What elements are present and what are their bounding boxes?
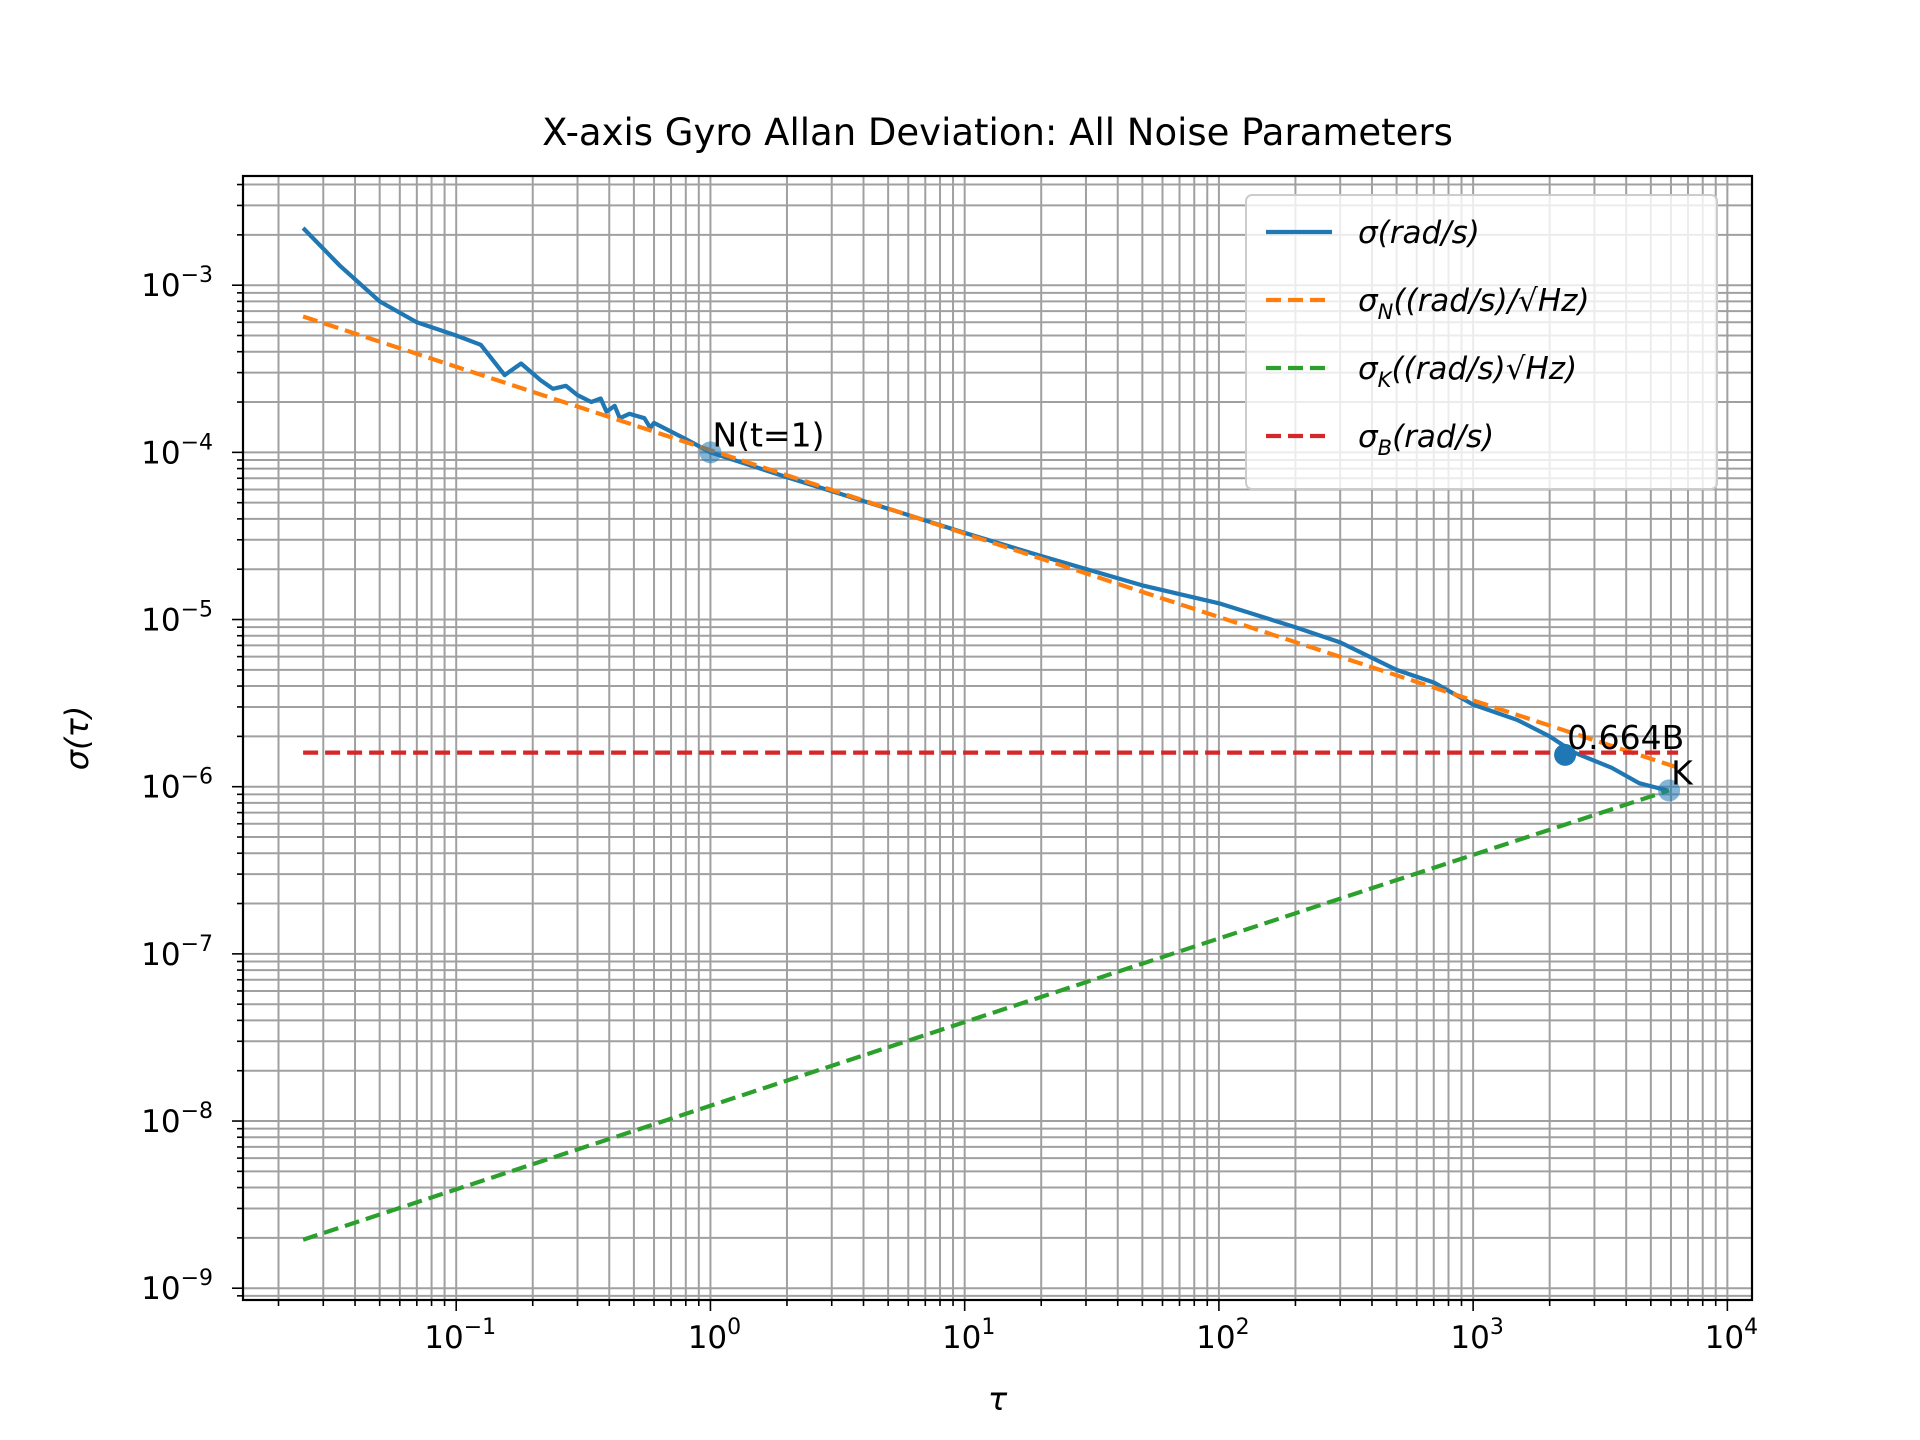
annotation-label: N(t=1) xyxy=(712,415,824,454)
y-tick-label: 10−4 xyxy=(141,430,213,471)
legend-entry: σK((rad/s)√Hz) xyxy=(1358,351,1577,392)
x-tick-label: 101 xyxy=(942,1315,995,1356)
x-axis-label: τ xyxy=(988,1380,1008,1418)
legend-entry: σN((rad/s)/√Hz) xyxy=(1358,283,1590,324)
series-lines xyxy=(301,226,1679,1242)
x-tick-label: 104 xyxy=(1705,1315,1758,1356)
series-line-3 xyxy=(302,788,1670,1242)
annotation-label: 0.664B xyxy=(1567,718,1684,757)
y-tick-label: 10−3 xyxy=(141,263,213,304)
legend: σ(rad/s) σN((rad/s)/√Hz) σK((rad/s)√Hz) σB(… xyxy=(1245,194,1718,490)
x-tick-label: 100 xyxy=(688,1315,741,1356)
axis-ticks xyxy=(232,183,1729,1311)
chart-title: X-axis Gyro Allan Deviation: All Noise P… xyxy=(542,111,1453,154)
legend-box xyxy=(1245,194,1718,490)
y-axis-label: σ(τ) xyxy=(58,706,96,771)
legend-entry: σ(rad/s) xyxy=(1358,215,1480,251)
annotation-marker xyxy=(1658,779,1681,802)
y-tick-label: 10−8 xyxy=(141,1099,213,1140)
plot-frame xyxy=(241,174,1754,1302)
y-tick-label: 10−6 xyxy=(141,765,213,806)
legend-entry: σB(rad/s) xyxy=(1358,419,1494,460)
x-tick-label: 10−1 xyxy=(424,1315,496,1356)
tick-labels: 10−1 100 101 102 103 104 10−9 10−8 10−7 10−6 10−5 1… xyxy=(141,263,1758,1356)
grid xyxy=(243,176,1752,1300)
annotation-marker xyxy=(1554,743,1577,766)
y-tick-label: 10−7 xyxy=(141,932,213,973)
y-tick-label: 10−9 xyxy=(141,1266,213,1307)
annotation-label: K xyxy=(1671,753,1694,792)
y-tick-label: 10−5 xyxy=(141,598,213,639)
x-tick-label: 103 xyxy=(1450,1315,1503,1356)
annotation-marker xyxy=(699,441,722,464)
x-tick-label: 102 xyxy=(1196,1315,1249,1356)
